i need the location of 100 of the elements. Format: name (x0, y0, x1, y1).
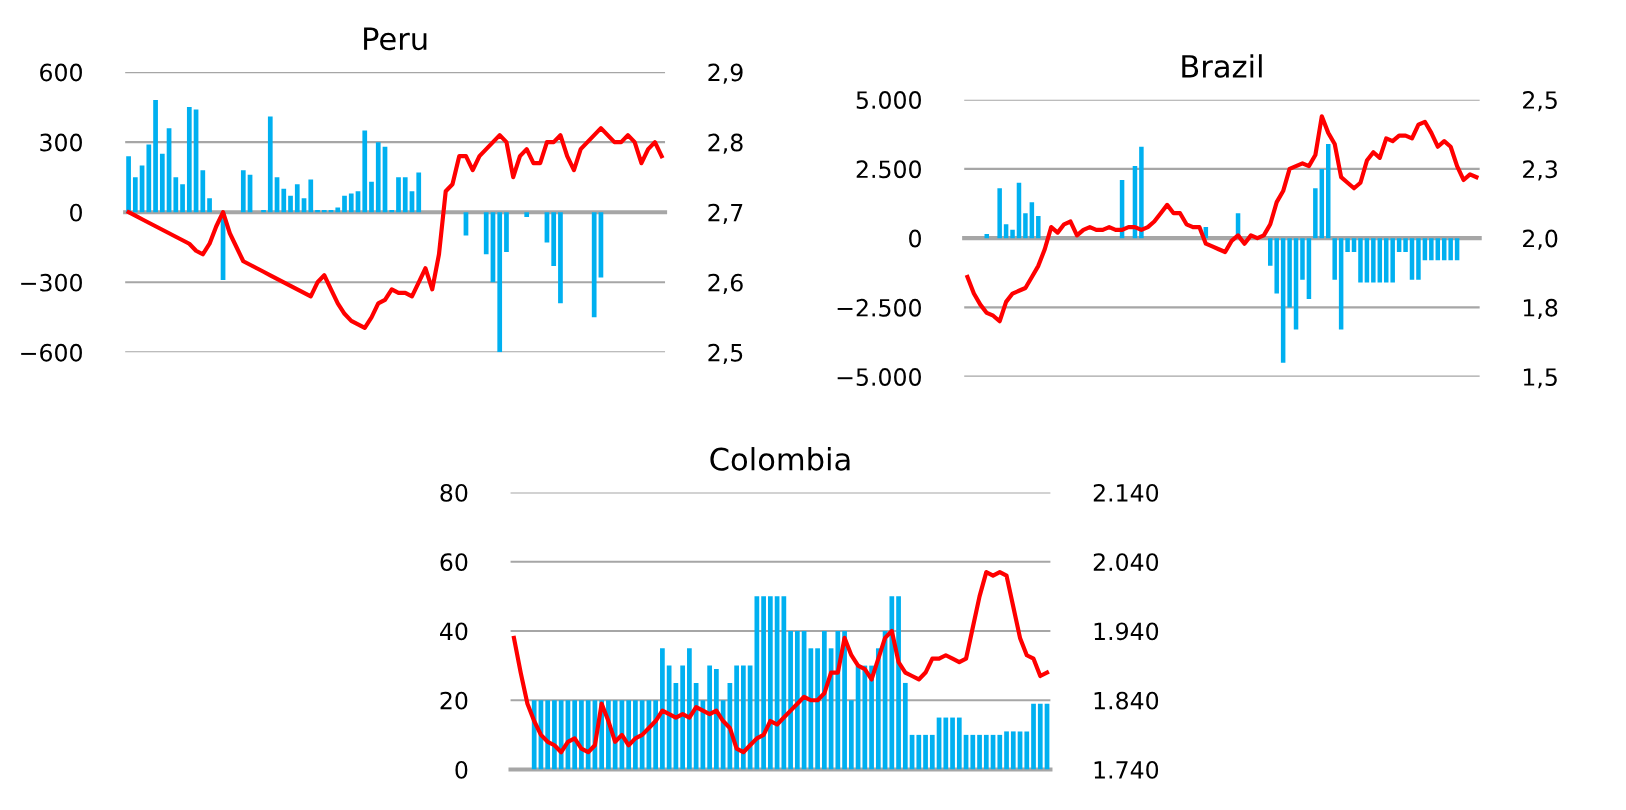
y-tick-label: 300 (40, 133, 82, 152)
bar (281, 188, 287, 213)
bar (308, 179, 314, 213)
bar (902, 682, 908, 770)
y-tick-label: 40 (440, 622, 468, 641)
y2-tick-label: 1,5 (1523, 368, 1557, 389)
bar (660, 648, 665, 770)
y2-tick-label: 1.840 (1094, 691, 1159, 710)
bar (1300, 238, 1305, 280)
bar (1010, 731, 1016, 770)
bar (1429, 238, 1434, 261)
bar (666, 665, 672, 770)
bar (633, 700, 638, 770)
bar (923, 734, 928, 770)
chart-title: Peru (364, 27, 427, 51)
bar (869, 665, 874, 770)
bar (348, 193, 354, 213)
chart-title: Colombia (710, 447, 850, 471)
bar (687, 648, 692, 770)
bar (552, 700, 557, 770)
bar (916, 734, 922, 770)
bar (794, 630, 800, 770)
y-tick-label: 5.000 (856, 91, 921, 109)
y2-tick-label: 2,7 (708, 203, 743, 224)
bar (1448, 238, 1453, 261)
bar (591, 212, 597, 318)
bar (558, 212, 563, 304)
y-tick-label: 600 (40, 63, 82, 82)
bar (294, 184, 300, 213)
y2-tick-label: 1,8 (1523, 298, 1558, 320)
y-tick-label: 2.500 (856, 160, 921, 179)
bar (1332, 238, 1337, 280)
bar (207, 198, 212, 213)
y-tick-label: 0 (455, 760, 468, 779)
bar (240, 170, 246, 213)
bar (153, 100, 158, 213)
y2-tick-label: 2,5 (708, 343, 743, 365)
bar (821, 630, 827, 770)
bar (639, 700, 645, 770)
bar (1390, 238, 1395, 283)
bar (950, 717, 955, 770)
bar (1325, 143, 1331, 239)
bar (680, 665, 685, 770)
bar (808, 648, 814, 770)
bar (1409, 238, 1415, 280)
bar (402, 177, 408, 213)
bar (815, 648, 820, 770)
bar (1416, 238, 1421, 280)
bar (375, 142, 381, 213)
bar (835, 630, 841, 770)
bar (741, 665, 746, 770)
bar (1004, 731, 1009, 770)
bar (1396, 238, 1402, 252)
bar (267, 116, 273, 213)
bar (862, 665, 868, 770)
bar (545, 700, 551, 770)
bar (1371, 238, 1376, 283)
line-series (965, 114, 1479, 324)
bar (579, 700, 584, 770)
bar (956, 717, 962, 770)
bar (1024, 731, 1030, 770)
bar (504, 212, 509, 252)
bar (734, 665, 739, 770)
y-tick-label: −600 (21, 343, 82, 362)
y-tick-label: −2.500 (837, 298, 921, 317)
bar (761, 596, 766, 770)
y-tick-label: −300 (21, 273, 82, 292)
bar (261, 209, 266, 213)
y-tick-label: 20 (440, 691, 468, 710)
bar (173, 177, 179, 213)
bar (1031, 703, 1036, 770)
y-tick-label: 0 (909, 229, 921, 248)
bar (362, 130, 368, 213)
bar (889, 596, 895, 770)
bar (1037, 703, 1043, 770)
bar (768, 596, 773, 770)
bar (788, 630, 793, 770)
bar (126, 156, 131, 213)
bar (997, 188, 1002, 239)
y2-tick-label: 1.740 (1094, 760, 1159, 779)
bar (848, 700, 854, 770)
bar (1287, 238, 1292, 308)
bar (146, 144, 152, 213)
y2-tick-label: 2,8 (708, 133, 743, 154)
bar (997, 734, 1003, 770)
bar (1139, 146, 1144, 239)
y-tick-label: 60 (440, 553, 468, 572)
bar (1010, 229, 1015, 239)
bar (1351, 238, 1357, 252)
bar (159, 153, 165, 213)
bar (497, 212, 503, 353)
bar (389, 209, 395, 213)
bar (983, 734, 989, 770)
bar (321, 209, 327, 213)
y-tick-label: 80 (440, 483, 468, 502)
bar (416, 172, 422, 213)
bar (977, 734, 982, 770)
bar (626, 700, 632, 770)
bar (551, 212, 557, 266)
bar (896, 596, 901, 770)
